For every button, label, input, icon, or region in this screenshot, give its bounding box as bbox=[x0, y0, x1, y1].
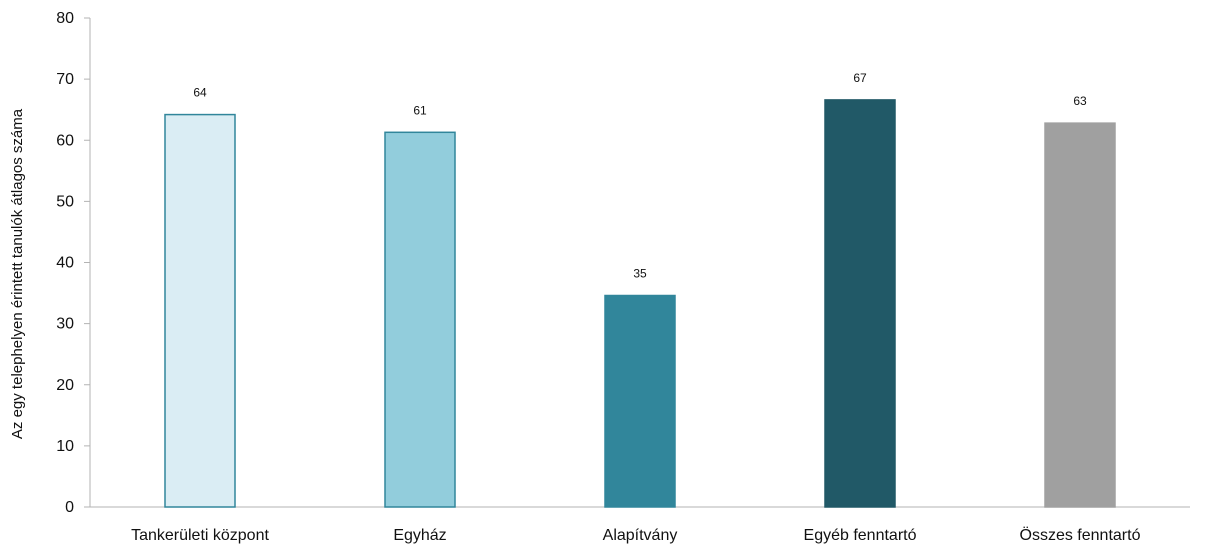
y-tick-label: 0 bbox=[65, 499, 74, 516]
y-tick-label: 70 bbox=[56, 71, 74, 88]
bar-3 bbox=[604, 294, 676, 508]
bar-1 bbox=[164, 113, 236, 508]
category-label-5: Összes fenntartó bbox=[1020, 526, 1141, 544]
y-tick-label: 60 bbox=[56, 132, 74, 149]
y-tick-label: 10 bbox=[56, 438, 74, 455]
data-label-4: 67 bbox=[853, 71, 867, 85]
y-tick-label: 30 bbox=[56, 316, 74, 333]
y-tick-label: 50 bbox=[56, 193, 74, 210]
y-axis-ticks: 0 10 20 30 40 50 60 70 80 bbox=[56, 10, 90, 516]
y-tick-label: 40 bbox=[56, 255, 74, 272]
data-label-3: 35 bbox=[633, 267, 647, 281]
y-tick-label: 20 bbox=[56, 377, 74, 394]
y-axis-title: Az egy telephelyen érintett tanulók átla… bbox=[9, 108, 26, 439]
bars bbox=[164, 99, 1116, 508]
category-label-2: Egyház bbox=[393, 527, 446, 544]
category-label-4: Egyéb fenntartó bbox=[804, 527, 917, 544]
data-label-2: 61 bbox=[413, 103, 427, 117]
category-label-3: Alapítvány bbox=[603, 527, 678, 544]
data-label-1: 64 bbox=[193, 86, 207, 100]
bar-5 bbox=[1044, 122, 1116, 508]
data-labels: 64 61 35 67 63 bbox=[193, 71, 1087, 281]
category-labels: Tankerületi központ Egyház Alapítvány Egyéb… bbox=[131, 526, 1141, 544]
y-axis-title-group: Az egy telephelyen érintett tanulók átla… bbox=[9, 108, 26, 439]
bar-2 bbox=[384, 131, 456, 508]
category-label-1: Tankerületi központ bbox=[131, 527, 269, 544]
y-tick-label: 80 bbox=[56, 10, 74, 27]
data-label-5: 63 bbox=[1073, 94, 1087, 108]
bar-4 bbox=[824, 99, 896, 508]
